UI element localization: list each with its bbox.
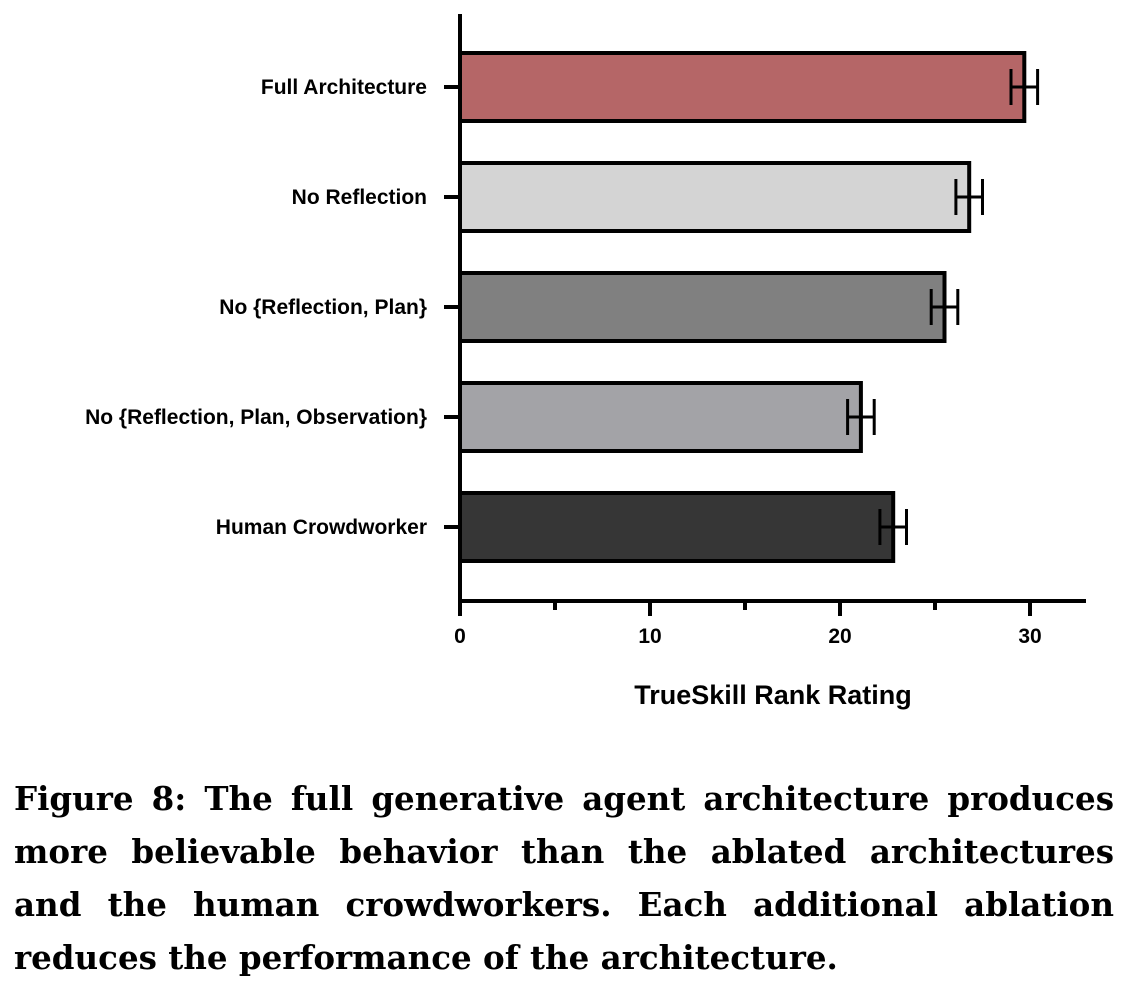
category-label: No {Reflection, Plan, Observation} bbox=[85, 406, 427, 429]
bars bbox=[458, 51, 1027, 563]
error-bars bbox=[846, 69, 1040, 545]
category-label: Full Architecture bbox=[261, 76, 427, 99]
x-tick-label: 30 bbox=[1018, 625, 1041, 648]
bar bbox=[458, 51, 1027, 123]
x-tick-label: 20 bbox=[828, 625, 851, 648]
bar bbox=[458, 381, 863, 453]
x-tick-label: 10 bbox=[638, 625, 661, 648]
x-axis-title: TrueSkill Rank Rating bbox=[634, 680, 912, 710]
x-tick-label: 0 bbox=[454, 625, 466, 648]
bar bbox=[458, 271, 947, 343]
bar bbox=[458, 491, 896, 563]
error-bar bbox=[1009, 69, 1040, 105]
bar-chart: Full Architecture No Reflection No {Reflec… bbox=[85, 14, 1086, 710]
error-bar bbox=[929, 289, 960, 325]
error-bar bbox=[878, 509, 908, 545]
category-labels: Full Architecture No Reflection No {Reflec… bbox=[85, 76, 1042, 648]
axis-ticks bbox=[444, 85, 1032, 616]
category-label: Human Crowdworker bbox=[216, 516, 427, 539]
bar bbox=[458, 161, 972, 233]
category-label: No {Reflection, Plan} bbox=[219, 296, 427, 319]
error-bar bbox=[846, 399, 876, 435]
category-label: No Reflection bbox=[292, 186, 427, 209]
error-bar bbox=[954, 179, 984, 215]
figure-caption: Figure 8: The full generative agent arch… bbox=[14, 779, 1114, 977]
